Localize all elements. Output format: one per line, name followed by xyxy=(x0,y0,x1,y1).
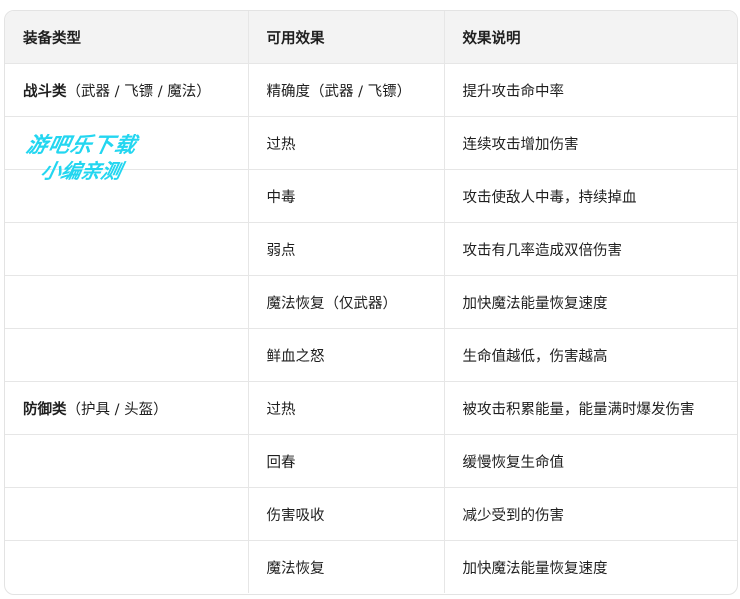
category-note: （护具 / 头盔） xyxy=(66,401,168,418)
cell-category xyxy=(5,487,249,541)
cell-description: 连续攻击增加伤害 xyxy=(444,116,737,170)
header-equipment-type: 装备类型 xyxy=(5,11,249,64)
cell-description: 减少受到的伤害 xyxy=(444,487,737,541)
cell-effect: 鲜血之怒 xyxy=(248,328,445,382)
cell-category: 战斗类（武器 / 飞镖 / 魔法） xyxy=(5,63,249,117)
cell-effect: 过热 xyxy=(248,116,445,170)
cell-description: 生命值越低，伤害越高 xyxy=(444,328,737,382)
table-row: 伤害吸收 减少受到的伤害 xyxy=(5,487,737,541)
cell-description: 缓慢恢复生命值 xyxy=(444,434,737,488)
table-header-row: 装备类型 可用效果 效果说明 xyxy=(5,11,737,64)
cell-category xyxy=(5,540,249,593)
cell-description: 加快魔法能量恢复速度 xyxy=(444,275,737,329)
category-name: 战斗类 xyxy=(23,83,67,100)
cell-description: 攻击使敌人中毒，持续掉血 xyxy=(444,169,737,223)
table-row: 过热 连续攻击增加伤害 xyxy=(5,116,737,170)
table-row: 防御类（护具 / 头盔） 过热 被攻击积累能量，能量满时爆发伤害 xyxy=(5,381,737,435)
cell-effect: 过热 xyxy=(248,381,445,435)
cell-category xyxy=(5,222,249,276)
cell-description: 攻击有几率造成双倍伤害 xyxy=(444,222,737,276)
cell-effect: 魔法恢复 xyxy=(248,540,445,593)
cell-category xyxy=(5,328,249,382)
header-effect-description: 效果说明 xyxy=(444,11,737,64)
cell-category xyxy=(5,434,249,488)
cell-effect: 魔法恢复（仅武器） xyxy=(248,275,445,329)
cell-category xyxy=(5,275,249,329)
cell-effect: 伤害吸收 xyxy=(248,487,445,541)
cell-effect: 弱点 xyxy=(248,222,445,276)
header-available-effects: 可用效果 xyxy=(248,11,445,64)
cell-description: 被攻击积累能量，能量满时爆发伤害 xyxy=(444,381,737,435)
cell-effect: 中毒 xyxy=(248,169,445,223)
cell-category xyxy=(5,169,249,223)
effects-table-container: 装备类型 可用效果 效果说明 战斗类（武器 / 飞镖 / 魔法） 精确度（武器 /… xyxy=(4,10,738,595)
cell-effect: 精确度（武器 / 飞镖） xyxy=(248,63,445,117)
cell-category xyxy=(5,116,249,170)
table-row: 中毒 攻击使敌人中毒，持续掉血 xyxy=(5,169,737,223)
cell-description: 加快魔法能量恢复速度 xyxy=(462,560,608,577)
table-row: 回春 缓慢恢复生命值 xyxy=(5,434,737,488)
table-row: 魔法恢复（仅武器） 加快魔法能量恢复速度 xyxy=(5,275,737,329)
category-note: （武器 / 飞镖 / 魔法） xyxy=(66,83,211,100)
cell-category: 防御类（护具 / 头盔） xyxy=(5,381,249,435)
category-name: 防御类 xyxy=(23,401,67,418)
table-row: 鲜血之怒 生命值越低，伤害越高 xyxy=(5,328,737,382)
table-row: 战斗类（武器 / 飞镖 / 魔法） 精确度（武器 / 飞镖） 提升攻击命中率 xyxy=(5,63,737,117)
effects-table: 装备类型 可用效果 效果说明 战斗类（武器 / 飞镖 / 魔法） 精确度（武器 /… xyxy=(5,11,737,593)
cell-effect: 回春 xyxy=(248,434,445,488)
cell-description: 提升攻击命中率 xyxy=(444,63,737,117)
table-row: 弱点 攻击有几率造成双倍伤害 xyxy=(5,222,737,276)
table-row: 魔法恢复 加快魔法能量恢复速度 xyxy=(5,540,737,593)
